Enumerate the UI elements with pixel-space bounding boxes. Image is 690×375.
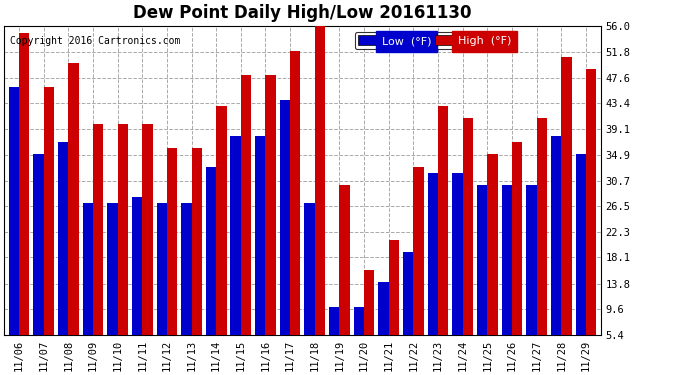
Bar <box>181 203 192 335</box>
Bar <box>477 185 487 335</box>
Bar <box>93 124 104 335</box>
Bar <box>315 20 325 335</box>
Bar <box>512 142 522 335</box>
Bar <box>575 154 586 335</box>
Bar <box>329 307 339 335</box>
Bar <box>279 100 290 335</box>
Bar <box>206 166 216 335</box>
Bar <box>487 154 497 335</box>
Legend: Low  (°F), High  (°F): Low (°F), High (°F) <box>355 32 515 50</box>
Bar <box>354 307 364 335</box>
Title: Dew Point Daily High/Low 20161130: Dew Point Daily High/Low 20161130 <box>133 4 472 22</box>
Bar <box>388 240 399 335</box>
Bar <box>339 185 350 335</box>
Bar <box>266 75 276 335</box>
Bar <box>537 118 547 335</box>
Bar <box>19 33 29 335</box>
Bar <box>58 142 68 335</box>
Bar <box>157 203 167 335</box>
Bar <box>230 136 241 335</box>
Bar <box>107 203 117 335</box>
Bar <box>68 63 79 335</box>
Bar <box>428 173 438 335</box>
Bar <box>378 282 388 335</box>
Bar <box>413 166 424 335</box>
Bar <box>438 106 449 335</box>
Text: Copyright 2016 Cartronics.com: Copyright 2016 Cartronics.com <box>10 36 181 46</box>
Bar <box>403 252 413 335</box>
Bar <box>463 118 473 335</box>
Bar <box>117 124 128 335</box>
Bar <box>33 154 43 335</box>
Bar <box>290 51 301 335</box>
Bar <box>83 203 93 335</box>
Bar <box>8 87 19 335</box>
Bar <box>132 197 142 335</box>
Bar <box>364 270 375 335</box>
Bar <box>142 124 152 335</box>
Bar <box>586 69 596 335</box>
Bar <box>43 87 54 335</box>
Bar <box>562 57 572 335</box>
Bar <box>241 75 251 335</box>
Bar <box>192 148 202 335</box>
Bar <box>167 148 177 335</box>
Bar <box>453 173 463 335</box>
Bar <box>304 203 315 335</box>
Bar <box>255 136 266 335</box>
Bar <box>551 136 562 335</box>
Bar <box>502 185 512 335</box>
Bar <box>216 106 226 335</box>
Bar <box>526 185 537 335</box>
